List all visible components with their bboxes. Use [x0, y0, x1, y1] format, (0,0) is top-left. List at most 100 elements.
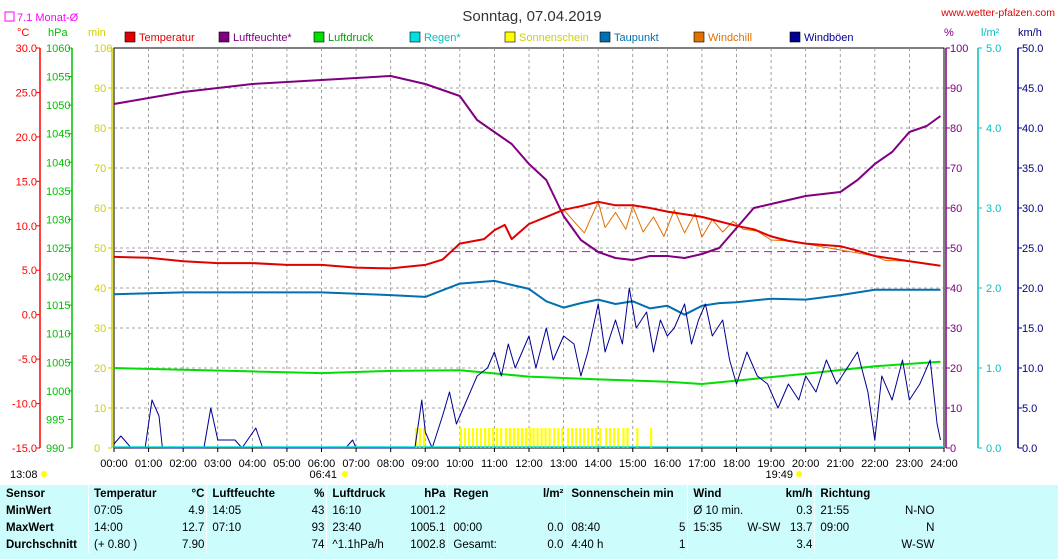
wind-axis-tick-label: 50.0 — [1022, 43, 1043, 55]
sunshine-bar — [479, 428, 483, 448]
rain-min-time — [447, 502, 526, 519]
wind-axis-tick-label: 0.0 — [1022, 443, 1037, 455]
wind-axis-tick-label: 45.0 — [1022, 83, 1043, 95]
sunshine-bar — [561, 428, 564, 448]
humidity-axis-tick-label: 70 — [950, 163, 962, 175]
monthly-avg-label: 7.1 Monat-Ø — [17, 12, 79, 24]
x-tick-label: 08:00 — [377, 458, 405, 470]
sunshine-bar — [567, 428, 570, 448]
press-min-value: 1001.2 — [410, 504, 446, 517]
sunshine-bar — [595, 428, 598, 448]
wind-axis-tick-label: 25.0 — [1022, 243, 1043, 255]
x-tick-label: 20:00 — [792, 458, 820, 470]
sunshine-bar — [467, 428, 471, 448]
wind-avg-note — [687, 536, 746, 553]
row-label: MinWert — [6, 504, 52, 517]
temp-min-time: 07:05 — [88, 502, 180, 519]
x-tick-label: 19:00 — [757, 458, 785, 470]
temp-axis-tick-label: 0.0 — [22, 310, 37, 322]
unit-hpa: hPa — [48, 27, 68, 39]
sunshine-bar — [520, 428, 523, 448]
temp-axis-tick-label: 5.0 — [22, 265, 37, 277]
header-temp: Temperatur — [88, 485, 180, 502]
legend-swatch — [789, 31, 801, 43]
dir-max-value: N — [926, 521, 935, 534]
wind-axis-tick-label: 40.0 — [1022, 123, 1043, 135]
header-humidity: Luftfeuchte — [206, 485, 295, 502]
sunset-time: 19:49 — [765, 469, 793, 481]
header-wind-unit: km/h — [785, 487, 813, 500]
pressure-axis-tick-label: 1020 — [46, 272, 70, 284]
sunshine-axis-tick-label: 90 — [94, 83, 106, 95]
legend-label: Taupunkt — [614, 32, 659, 44]
wind-avg-value: 3.4 — [796, 538, 813, 551]
pressure-axis-tick-label: 1035 — [46, 186, 70, 198]
rain-axis-tick-label: 0.0 — [986, 443, 1001, 455]
site-link[interactable]: www.wetter-pfalzen.com — [940, 7, 1055, 19]
row-label: Durchschnitt — [6, 538, 77, 551]
stats-row-avg: Durchschnitt (+ 0.80 ) 7.90 74 ^1.1hPa/h… — [0, 536, 936, 553]
sunshine-bar — [579, 428, 582, 448]
wind-axis-tick-label: 15.0 — [1022, 323, 1043, 335]
hum-min-time: 14:05 — [206, 502, 295, 519]
sun-avg-value: 1 — [678, 538, 686, 551]
sunshine-axis-tick-label: 20 — [94, 363, 106, 375]
pressure-axis-tick-label: 1025 — [46, 243, 70, 255]
sun-icon-footer — [41, 471, 47, 477]
sunshine-bar — [524, 428, 527, 448]
unit-pct: % — [944, 27, 954, 39]
sunshine-bar — [617, 428, 620, 448]
sunshine-bar — [540, 428, 543, 448]
sunshine-bar — [591, 428, 594, 448]
series-line-luftfeuchte — [113, 75, 942, 261]
rain-axis-tick-label: 5.0 — [986, 43, 1001, 55]
sunshine-bar — [422, 428, 426, 448]
rain-axis: 5.0 4.0 3.0 2.0 1.0 0.0 — [977, 43, 1001, 455]
x-tick-label: 16:00 — [654, 458, 682, 470]
hum-max-time: 07:10 — [206, 519, 295, 536]
temp-min-value: 4.9 — [188, 504, 205, 517]
sunshine-bar — [532, 428, 535, 448]
sunshine-axis-tick-label: 0 — [94, 443, 100, 455]
header-sunshine: Sonnenschein min — [565, 485, 688, 502]
rain-total-value: 0.0 — [547, 538, 564, 551]
humidity-axis-tick-label: 90 — [950, 83, 962, 95]
rain-total-label: Gesamt: — [447, 536, 526, 553]
sunshine-bar — [609, 428, 612, 448]
humidity-axis-tick-label: 80 — [950, 123, 962, 135]
legend-item: Luftdruck — [313, 31, 374, 44]
header-pressure: Luftdruck — [326, 485, 400, 502]
humidity-axis-tick-label: 40 — [950, 283, 962, 295]
series-line-temperatur — [113, 200, 941, 270]
dir-min-time: 21:55 — [814, 502, 893, 519]
sunshine-bar — [613, 428, 616, 448]
legend-label: Temperatur — [139, 32, 195, 44]
unit-temp: °C — [17, 27, 29, 39]
x-tick-label: 23:00 — [896, 458, 924, 470]
pressure-axis-tick-label: 1005 — [46, 357, 70, 369]
x-tick-label: 12:00 — [515, 458, 543, 470]
pressure-axis-tick-label: 1055 — [46, 72, 70, 84]
legend-item: Windböen — [789, 31, 854, 44]
pressure-axis-tick-label: 995 — [46, 414, 64, 426]
sunshine-bar — [605, 428, 608, 448]
unit-kmh: km/h — [1018, 27, 1042, 39]
x-tick-label: 06:00 — [308, 458, 336, 470]
pressure-axis-tick-label: 990 — [46, 443, 64, 455]
pressure-axis-tick-label: 1000 — [46, 386, 70, 398]
legend-label: Luftdruck — [328, 32, 374, 44]
rain-axis-tick-label: 2.0 — [986, 283, 1001, 295]
humidity-axis-tick-label: 10 — [950, 403, 962, 415]
wind-avg-dir — [745, 536, 782, 553]
humidity-axis-tick-label: 50 — [950, 243, 962, 255]
x-tick-label: 07:00 — [342, 458, 370, 470]
legend-label: Sonnenschein — [519, 32, 589, 44]
header-sensor: Sensor — [6, 487, 45, 500]
header-rain: Regen — [447, 485, 526, 502]
sunshine-bar — [599, 428, 602, 448]
temp-axis-tick-label: -15.0 — [12, 443, 37, 455]
sunshine-axis-tick-label: 70 — [94, 163, 106, 175]
sunshine-bar — [504, 428, 507, 448]
sunshine-bar — [500, 428, 503, 448]
sunshine-bar — [553, 428, 556, 448]
